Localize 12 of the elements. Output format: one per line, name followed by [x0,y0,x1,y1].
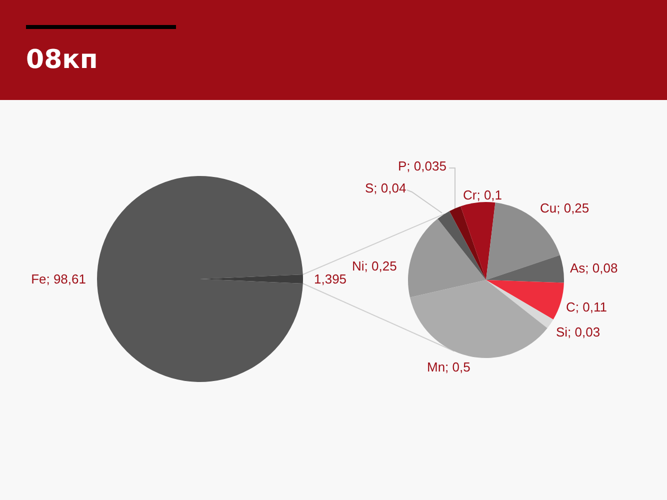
slice-label: Fe; 98,61 [31,272,86,286]
slice-label: As; 0,08 [570,260,618,276]
slice-label: Si; 0,03 [556,324,600,340]
slice-label: C; 0,11 [566,300,607,314]
slice-label: S; 0,04 [365,180,406,196]
slice-label: Cu; 0,25 [540,200,590,216]
chart-title: 08кп [26,45,98,75]
data-label: 1,395 [314,272,347,286]
slice-label: Cr; 0,1 [463,188,502,202]
slice-label: Mn; 0,5 [427,360,470,374]
slice-label: Ni; 0,25 [352,258,397,274]
slice-label: P; 0,035 [398,158,446,174]
